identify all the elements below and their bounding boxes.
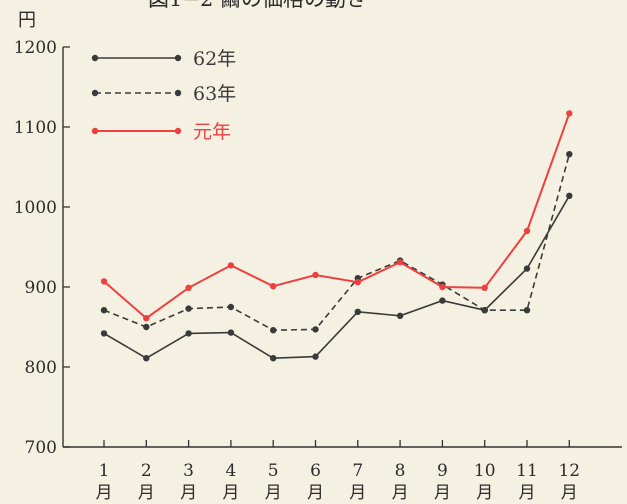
point-s2-m12 [566,151,573,158]
point-s1-m8 [396,312,404,319]
point-s3-m9 [439,283,446,291]
legend-marker-start-1 [91,54,99,62]
point-s1-m5 [270,355,277,362]
point-s1-m11 [523,265,531,272]
legend-marker-start-3 [91,127,99,135]
point-s3-m7 [354,279,361,286]
legend-marker-end-3 [174,127,182,135]
point-s3-m11 [523,227,531,235]
y-tick-label-1000: 1000 [14,198,57,218]
point-s1-m6 [312,353,319,360]
point-s3-m4 [227,262,235,269]
point-s3-m2 [143,315,150,322]
y-tick-label-1100: 1100 [14,118,57,138]
point-s2-m2 [143,323,150,331]
point-s3-m5 [270,283,277,290]
point-s2-m3 [185,305,192,312]
chart-title: 図1−2 繭の価格の動き [148,0,367,11]
point-s2-m5 [270,327,277,334]
point-s1-m9 [439,297,446,304]
point-s2-m1 [100,307,108,314]
legend-marker-start-2 [91,89,99,97]
point-s3-m8 [396,259,404,266]
y-unit-label: 円 [18,10,36,31]
point-s3-m1 [100,278,108,285]
legend-label-2: 63年 [193,83,236,105]
series-line-3 [103,113,571,320]
legend-marker-end-1 [174,54,182,62]
point-s1-m12 [566,192,573,199]
point-s3-m3 [185,284,192,291]
point-s1-m2 [143,355,150,362]
point-s2-m6 [312,326,319,333]
point-s3-m12 [566,110,573,117]
legend-marker-end-2 [174,89,182,97]
point-s3-m6 [312,271,319,279]
point-s1-m7 [354,308,361,315]
point-s2-m4 [227,303,235,311]
series-line-1 [103,195,570,360]
point-s1-m1 [100,330,108,337]
y-tick-label-1200: 1200 [14,38,57,58]
x-tick-label-11: 11 月 [516,461,538,503]
x-tick-label-12: 12 月 [558,461,580,503]
point-s3-m10 [481,284,488,291]
series-line-2 [103,153,571,332]
point-s2-m10 [481,307,488,314]
y-tick-label-900: 900 [25,278,57,298]
point-s2-m11 [523,307,531,314]
x-tick-label-10: 10 月 [474,461,496,503]
y-tick-label-700: 700 [25,438,57,458]
point-s1-m4 [227,329,235,336]
legend-label-1: 62年 [193,48,236,70]
point-s1-m3 [185,330,192,337]
legend-label-3: 元年 [193,121,231,143]
y-tick-label-800: 800 [25,358,57,378]
